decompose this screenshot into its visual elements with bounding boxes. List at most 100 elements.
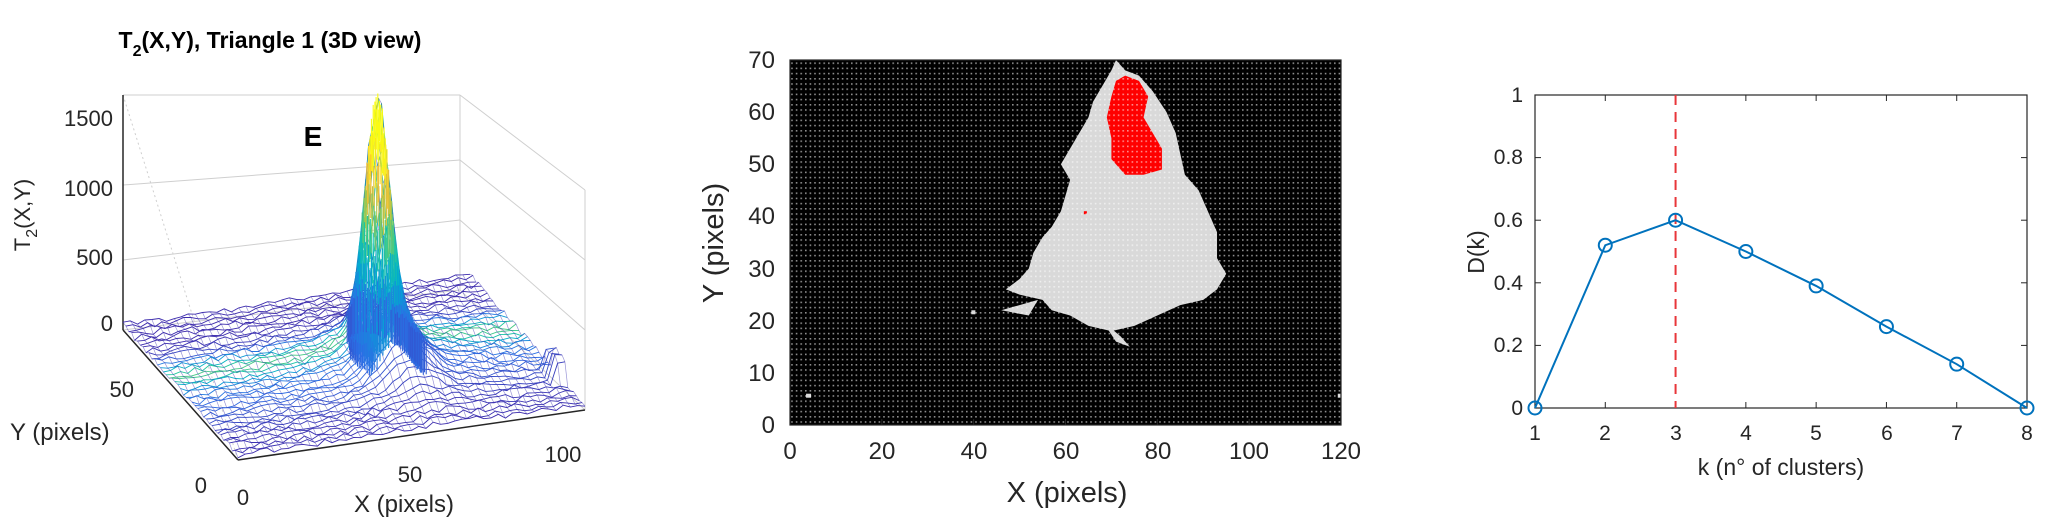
dk-x-label: k (n° of clusters): [1698, 454, 1864, 480]
map-pixel-texture: [790, 60, 1341, 425]
z-tick-label: 1500: [64, 106, 113, 131]
x-tick-label: 50: [398, 462, 422, 487]
z-tick-label: 0: [101, 311, 113, 336]
map-y-label: Y (pixels): [698, 183, 730, 303]
x-tick-label: 2: [1599, 422, 1611, 445]
y-tick-label: 30: [748, 256, 775, 283]
surface-z-label: T2(X,Y): [10, 179, 41, 251]
mesh-line: [144, 319, 260, 450]
mesh-line: [158, 318, 275, 453]
mesh-line: [433, 280, 550, 410]
mesh-line: [325, 131, 441, 425]
dk-x-ticks: 1 2 3 4 5 6 7 8: [1529, 422, 2033, 445]
mesh-line: [209, 311, 325, 440]
dk-series-line: [1534, 219, 2028, 409]
dk-point: [1597, 237, 1613, 253]
mesh-line: [129, 320, 246, 455]
y-tick-label: 1: [1511, 84, 1523, 107]
surface-x-ticks: 0 50 100: [237, 442, 581, 510]
surface-chart: T2(X,Y), Triangle 1 (3D view) E 0 500 10…: [10, 27, 586, 518]
mesh-line: [252, 306, 369, 435]
x-tick-label: 5: [1810, 422, 1822, 445]
dk-point: [1668, 212, 1684, 228]
mesh-line: [195, 314, 311, 446]
y-tick-label: 20: [748, 308, 775, 335]
mesh-line: [441, 278, 557, 411]
surface-x-label: X (pixels): [354, 491, 454, 518]
x-tick-label: 20: [869, 438, 896, 465]
surface-title: T2(X,Y), Triangle 1 (3D view): [119, 27, 422, 60]
mesh-line: [202, 312, 318, 447]
y-tick-label: 0.8: [1494, 146, 1523, 169]
surface-annotation: E: [304, 121, 323, 152]
dk-y-ticks: 0 0.2 0.4 0.6 0.8 1: [1494, 84, 1524, 420]
map-x-ticks: 0 20 40 60 80 100 120: [783, 438, 1361, 465]
surface-z-ticks: 0 500 1000 1500: [64, 106, 113, 336]
mesh-line: [469, 273, 586, 407]
y-tick-label: 0.6: [1494, 209, 1523, 232]
x-tick-label: 0: [237, 485, 249, 510]
y-tick-label: 70: [748, 47, 775, 74]
mesh-line: [412, 283, 528, 415]
mesh-line: [426, 282, 542, 409]
mesh-line: [173, 318, 289, 449]
dk-series-markers: [1527, 212, 2035, 416]
mesh-line: [462, 274, 578, 406]
x-tick-label: 60: [1053, 438, 1080, 465]
mesh-line: [281, 299, 398, 430]
y-tick-label: 0: [1511, 397, 1523, 420]
y-tick-label: 50: [748, 151, 775, 178]
mesh-line: [397, 284, 513, 414]
dk-point: [2019, 400, 2035, 416]
mesh-line: [137, 323, 253, 454]
x-tick-label: 100: [1229, 438, 1269, 465]
x-tick-label: 3: [1670, 422, 1682, 445]
map-frame: [789, 59, 1342, 426]
map-dot-grid-overlay: [790, 60, 1341, 425]
map-x-label: X (pixels): [1007, 477, 1128, 509]
mesh-line: [419, 279, 535, 412]
mesh-line: [223, 308, 340, 441]
mesh-line: [216, 311, 333, 443]
mesh-line: [151, 319, 267, 449]
x-tick-label: 1: [1529, 422, 1541, 445]
surface-mesh: [122, 93, 586, 459]
x-tick-label: 120: [1321, 438, 1361, 465]
surface-box: [122, 94, 586, 461]
surface-axes: [122, 95, 586, 461]
mesh-line: [180, 316, 296, 446]
mesh-line: [122, 321, 239, 458]
mesh-line: [288, 297, 405, 432]
mesh-line: [404, 282, 521, 413]
y-tick-label: 0.4: [1494, 272, 1524, 295]
surface-y-label: Y (pixels): [10, 419, 110, 446]
mesh-line: [238, 307, 354, 438]
x-tick-label: 0: [783, 438, 796, 465]
y-tick-label: 0: [762, 412, 775, 439]
z-tick-label: 1000: [64, 176, 113, 201]
map-y-ticks: 0 10 20 30 40 50 60 70: [748, 47, 775, 439]
mesh-line: [448, 278, 564, 406]
cluster-map-chart: 0 20 40 60 80 100 120 0 10 20 30 40 50 6…: [698, 47, 1361, 509]
dk-point: [1878, 319, 1894, 335]
x-tick-label: 6: [1881, 422, 1893, 445]
dk-point: [1949, 356, 1965, 372]
mesh-line: [390, 284, 506, 419]
dk-point: [1738, 244, 1754, 259]
x-tick-label: 8: [2021, 422, 2033, 445]
y-tick-label: 10: [748, 360, 775, 387]
mesh-line: [231, 311, 347, 441]
dk-point: [1527, 400, 1543, 416]
dk-line-chart: 1 2 3 4 5 6 7 8 0 0.2 0.4 0.6 0.8 1 k (n…: [1463, 84, 2035, 480]
y-tick-label: 60: [748, 99, 775, 126]
mesh-line: [166, 321, 282, 450]
mesh-line: [455, 274, 571, 408]
mesh-line: [267, 301, 383, 435]
y-tick-label: 0.2: [1494, 334, 1523, 357]
dk-y-label: D(k): [1463, 230, 1489, 273]
x-tick-label: 100: [545, 442, 582, 467]
mesh-line: [187, 313, 304, 445]
y-tick-label: 0: [195, 473, 207, 498]
mesh-line: [260, 304, 376, 435]
mesh-line: [245, 305, 362, 438]
